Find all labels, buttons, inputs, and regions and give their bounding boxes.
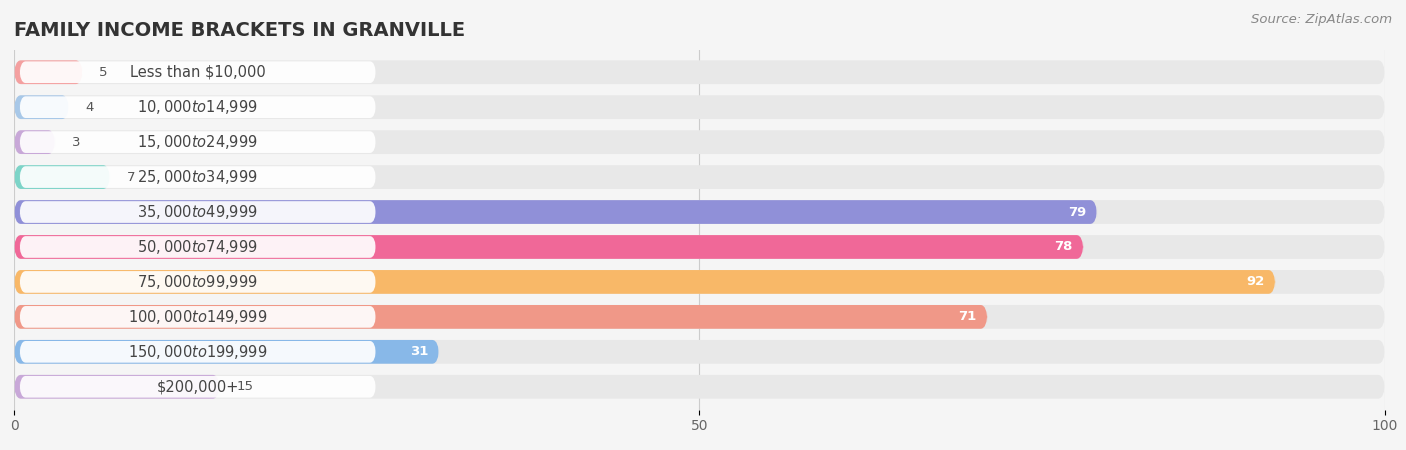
Text: Less than $10,000: Less than $10,000 bbox=[129, 65, 266, 80]
Text: $200,000+: $200,000+ bbox=[156, 379, 239, 394]
FancyBboxPatch shape bbox=[14, 305, 987, 329]
FancyBboxPatch shape bbox=[20, 341, 375, 363]
FancyBboxPatch shape bbox=[14, 60, 1385, 84]
Text: 31: 31 bbox=[409, 345, 427, 358]
FancyBboxPatch shape bbox=[14, 60, 83, 84]
FancyBboxPatch shape bbox=[20, 201, 375, 223]
Text: 71: 71 bbox=[957, 310, 976, 324]
Text: $35,000 to $49,999: $35,000 to $49,999 bbox=[138, 203, 259, 221]
Text: $75,000 to $99,999: $75,000 to $99,999 bbox=[138, 273, 259, 291]
Text: 5: 5 bbox=[98, 66, 107, 79]
FancyBboxPatch shape bbox=[14, 340, 439, 364]
Text: 3: 3 bbox=[72, 135, 80, 148]
FancyBboxPatch shape bbox=[20, 96, 375, 118]
FancyBboxPatch shape bbox=[14, 200, 1097, 224]
Text: $50,000 to $74,999: $50,000 to $74,999 bbox=[138, 238, 259, 256]
Text: 7: 7 bbox=[127, 171, 135, 184]
FancyBboxPatch shape bbox=[20, 61, 375, 83]
FancyBboxPatch shape bbox=[14, 375, 219, 399]
FancyBboxPatch shape bbox=[20, 166, 375, 188]
FancyBboxPatch shape bbox=[20, 306, 375, 328]
Text: 4: 4 bbox=[86, 101, 94, 114]
FancyBboxPatch shape bbox=[14, 305, 1385, 329]
Text: $15,000 to $24,999: $15,000 to $24,999 bbox=[138, 133, 259, 151]
Text: $150,000 to $199,999: $150,000 to $199,999 bbox=[128, 343, 267, 361]
FancyBboxPatch shape bbox=[20, 131, 375, 153]
FancyBboxPatch shape bbox=[20, 376, 375, 398]
FancyBboxPatch shape bbox=[14, 130, 1385, 154]
FancyBboxPatch shape bbox=[14, 235, 1385, 259]
FancyBboxPatch shape bbox=[14, 270, 1385, 294]
FancyBboxPatch shape bbox=[20, 271, 375, 293]
Text: Source: ZipAtlas.com: Source: ZipAtlas.com bbox=[1251, 14, 1392, 27]
Text: 79: 79 bbox=[1067, 206, 1085, 219]
FancyBboxPatch shape bbox=[14, 340, 1385, 364]
Text: $10,000 to $14,999: $10,000 to $14,999 bbox=[138, 98, 259, 116]
FancyBboxPatch shape bbox=[14, 235, 1084, 259]
Text: $100,000 to $149,999: $100,000 to $149,999 bbox=[128, 308, 267, 326]
FancyBboxPatch shape bbox=[14, 165, 110, 189]
Text: $25,000 to $34,999: $25,000 to $34,999 bbox=[138, 168, 259, 186]
FancyBboxPatch shape bbox=[14, 95, 1385, 119]
Text: FAMILY INCOME BRACKETS IN GRANVILLE: FAMILY INCOME BRACKETS IN GRANVILLE bbox=[14, 21, 465, 40]
Text: 78: 78 bbox=[1054, 240, 1073, 253]
FancyBboxPatch shape bbox=[14, 165, 1385, 189]
FancyBboxPatch shape bbox=[14, 375, 1385, 399]
FancyBboxPatch shape bbox=[20, 236, 375, 258]
FancyBboxPatch shape bbox=[14, 95, 69, 119]
FancyBboxPatch shape bbox=[14, 200, 1385, 224]
FancyBboxPatch shape bbox=[14, 130, 55, 154]
Text: 92: 92 bbox=[1246, 275, 1264, 288]
Text: 15: 15 bbox=[236, 380, 253, 393]
FancyBboxPatch shape bbox=[14, 270, 1275, 294]
